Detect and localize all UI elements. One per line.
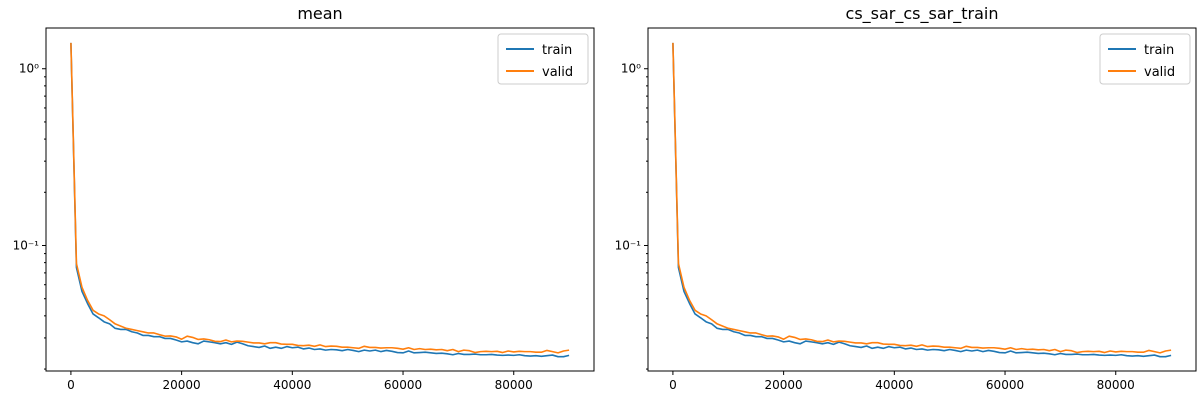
x-tick-label: 40000 bbox=[875, 378, 913, 392]
x-tick-label: 0 bbox=[67, 378, 75, 392]
plot-frame bbox=[647, 27, 1197, 372]
x-tick-label: 40000 bbox=[273, 378, 311, 392]
y-tick-label: 10⁰ bbox=[621, 62, 641, 76]
legend-label-valid: valid bbox=[542, 65, 573, 80]
chart-title: cs_sar_cs_sar_train bbox=[846, 4, 999, 24]
series-line-valid bbox=[70, 42, 570, 354]
y-tick-label: 10⁻¹ bbox=[615, 239, 642, 253]
x-tick-label: 20000 bbox=[765, 378, 803, 392]
y-tick-label: 10⁰ bbox=[19, 62, 39, 76]
legend-label-train: train bbox=[1144, 43, 1174, 58]
plot-frame bbox=[45, 27, 595, 372]
x-tick-label: 20000 bbox=[163, 378, 201, 392]
x-tick-label: 60000 bbox=[986, 378, 1024, 392]
chart-title: mean bbox=[297, 4, 342, 23]
legend-label-train: train bbox=[542, 43, 572, 58]
legend-label-valid: valid bbox=[1144, 65, 1175, 80]
chart-panel-2: cs_sar_cs_sar_train 0 20000 40000 60000 80000… bbox=[615, 4, 1197, 392]
series-line-train bbox=[70, 42, 570, 358]
x-tick-label: 80000 bbox=[1097, 378, 1135, 392]
legend: train valid bbox=[1099, 33, 1191, 85]
chart-panel-1: mean 0 20000 40000 60000 80000 10⁻¹ 10⁰ train val… bbox=[13, 4, 595, 392]
legend: train valid bbox=[497, 33, 589, 85]
y-tick-label: 10⁻¹ bbox=[13, 239, 40, 253]
series-line-train bbox=[672, 42, 1172, 358]
x-tick-label: 0 bbox=[669, 378, 677, 392]
series-line-valid bbox=[672, 42, 1172, 354]
x-tick-label: 80000 bbox=[495, 378, 533, 392]
x-tick-label: 60000 bbox=[384, 378, 422, 392]
